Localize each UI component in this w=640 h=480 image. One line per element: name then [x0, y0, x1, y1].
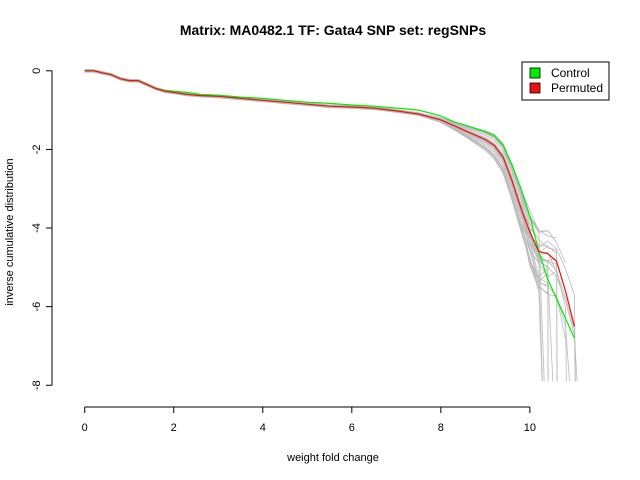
background-series-line [84, 69, 558, 382]
y-tick-label: -8 [31, 380, 43, 390]
background-series-line [84, 71, 543, 382]
legend-label-permuted: Permuted [551, 81, 603, 95]
legend: Control Permuted [521, 61, 610, 101]
y-tick-label: -2 [31, 145, 43, 155]
background-series-line [84, 70, 567, 382]
legend-swatch-permuted [529, 82, 541, 94]
background-series-line [84, 70, 549, 382]
background-series-line [84, 70, 540, 254]
y-tick-label: -6 [31, 302, 43, 312]
background-series-line [84, 69, 545, 382]
x-tick-label: 4 [260, 422, 266, 434]
background-series-line [84, 70, 557, 262]
x-tick-label: 10 [524, 422, 536, 434]
x-tick-label: 2 [171, 422, 177, 434]
background-series-line [84, 70, 557, 265]
permuted-series-line [84, 70, 575, 327]
background-series-line [84, 71, 548, 286]
background-series-line [84, 70, 576, 382]
background-series-line [84, 69, 558, 382]
background-series-line [84, 69, 576, 382]
y-axis: 0 -2 -4 -6 -8 [31, 68, 53, 390]
background-series-line [84, 69, 557, 244]
main-series-group [84, 70, 575, 339]
x-axis-label: weight fold change [286, 452, 379, 464]
y-tick-label: -4 [31, 223, 43, 233]
background-series-line [84, 70, 554, 382]
x-tick-label: 6 [349, 422, 355, 434]
background-series-line [84, 71, 570, 382]
background-series-group [84, 69, 578, 382]
background-series-line [84, 70, 540, 257]
background-series-line [84, 69, 557, 254]
control-series-line [84, 70, 575, 339]
x-tick-label: 8 [438, 422, 444, 434]
background-series-line [84, 71, 566, 339]
chart-title: Matrix: MA0482.1 TF: Gata4 SNP set: regS… [180, 22, 487, 38]
y-axis-label: inverse cumulative distribution [4, 158, 16, 305]
x-tick-label: 0 [82, 422, 88, 434]
background-series-line [84, 70, 549, 382]
background-series-line [84, 69, 557, 239]
background-series-line [84, 69, 540, 230]
background-series-line [84, 69, 566, 263]
legend-swatch-control [529, 67, 541, 79]
x-axis: 0 2 4 6 8 10 [82, 406, 536, 434]
y-tick-label: 0 [31, 68, 43, 74]
background-series-line [84, 70, 548, 263]
background-series-line [84, 70, 543, 382]
legend-label-control: Control [551, 66, 590, 80]
background-series-line [84, 70, 557, 271]
background-series-line [84, 70, 578, 382]
